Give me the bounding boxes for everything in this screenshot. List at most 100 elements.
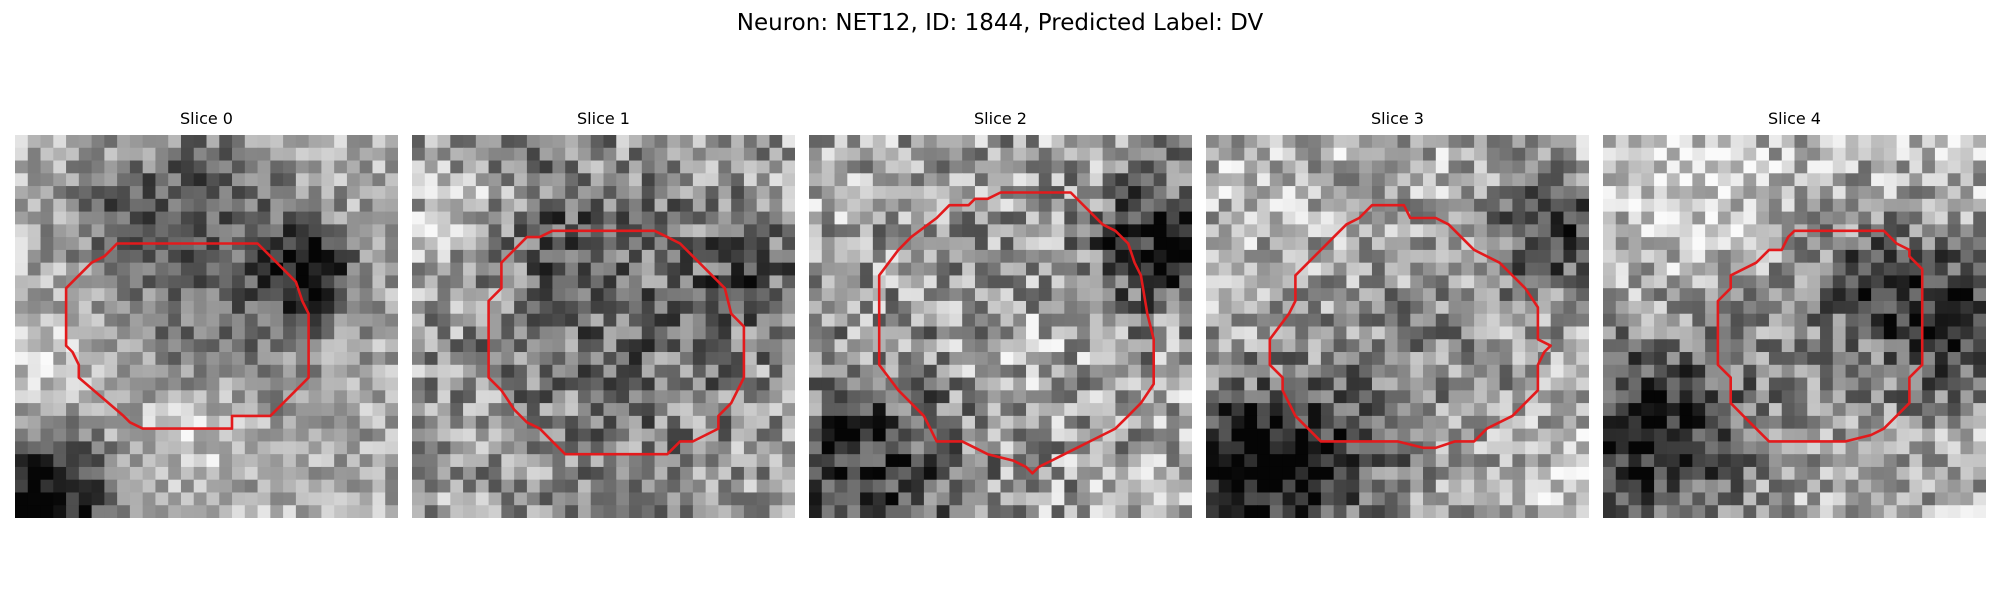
pixel: [1934, 160, 1949, 174]
pixel: [1883, 339, 1898, 353]
pixel: [769, 288, 783, 302]
pixel: [667, 198, 681, 213]
pixel: [1832, 173, 1847, 187]
pixel: [552, 160, 566, 174]
pixel: [769, 313, 783, 328]
pixel: [1947, 211, 1962, 225]
pixel: [603, 492, 617, 506]
pixel: [756, 262, 771, 277]
pixel: [1615, 211, 1630, 225]
pixel: [1922, 352, 1936, 366]
pixel: [346, 275, 361, 289]
pixel: [372, 415, 386, 430]
pixel: [565, 377, 579, 391]
pixel: [1641, 262, 1655, 277]
pixel: [1308, 415, 1322, 430]
pixel: [872, 237, 887, 251]
pixel: [923, 288, 938, 302]
pixel: [463, 186, 477, 200]
pixel: [962, 160, 976, 174]
pixel: [1282, 492, 1296, 506]
pixel: [1410, 160, 1424, 174]
pixel: [1435, 352, 1450, 366]
pixel: [923, 300, 938, 315]
pixel: [654, 313, 668, 328]
pixel: [949, 454, 963, 468]
pixel: [295, 454, 310, 468]
pixel: [1743, 313, 1757, 328]
pixel: [1038, 505, 1053, 518]
pixel: [1115, 147, 1129, 162]
pixel: [142, 339, 157, 353]
pixel: [1871, 377, 1885, 391]
pixel: [898, 479, 912, 494]
pixel: [1140, 147, 1155, 162]
pixel: [1179, 211, 1192, 225]
pixel: [1576, 466, 1589, 481]
pixel: [1359, 377, 1373, 391]
pixel: [244, 364, 259, 379]
pixel: [1179, 441, 1192, 455]
pixel: [1140, 249, 1155, 264]
pixel: [1410, 135, 1424, 149]
pixel: [1641, 364, 1655, 379]
pixel: [962, 352, 976, 366]
pixel: [53, 339, 67, 353]
pixel: [1871, 173, 1885, 187]
pixel: [1423, 160, 1437, 174]
pixel: [1705, 288, 1719, 302]
pixel: [40, 403, 54, 417]
pixel: [117, 224, 131, 238]
pixel: [1140, 479, 1155, 494]
pixel: [1781, 147, 1796, 162]
pixel: [1359, 300, 1373, 315]
pixel: [117, 262, 131, 277]
pixel: [1499, 339, 1513, 353]
pixel: [1115, 135, 1129, 149]
pixel: [1000, 262, 1014, 277]
pixel: [1179, 147, 1192, 162]
pixel: [244, 186, 259, 200]
pixel: [1218, 364, 1233, 379]
pixel: [1102, 262, 1116, 277]
pixel: [385, 249, 398, 264]
pixel: [1896, 147, 1910, 162]
pixel: [1320, 147, 1335, 162]
pixel: [129, 505, 144, 518]
pixel: [1231, 479, 1245, 494]
pixel: [1257, 300, 1271, 315]
pixel: [1768, 377, 1783, 391]
pixel: [257, 147, 271, 162]
pixel: [15, 339, 29, 353]
pixel: [1461, 364, 1475, 379]
pixel: [308, 364, 322, 379]
pixel: [244, 313, 259, 328]
pixel: [923, 173, 938, 187]
pixel: [91, 326, 105, 340]
pixel: [692, 415, 707, 430]
pixel: [769, 492, 783, 506]
pixel: [603, 377, 617, 391]
pixel: [1474, 262, 1488, 277]
pixel: [526, 160, 541, 174]
pixel: [1333, 441, 1348, 455]
pixel: [1269, 466, 1284, 481]
pixel: [295, 224, 310, 238]
pixel: [1077, 492, 1091, 506]
pixel: [629, 313, 643, 328]
pixel: [1781, 377, 1796, 391]
pixel: [667, 147, 681, 162]
pixel: [1166, 262, 1180, 277]
pixel: [1397, 479, 1411, 494]
pixel: [847, 249, 861, 264]
pixel: [1206, 339, 1220, 353]
pixel: [1257, 352, 1271, 366]
pixel: [1641, 198, 1655, 213]
pixel: [359, 415, 374, 430]
pixel: [142, 173, 157, 187]
pixel: [1576, 249, 1589, 264]
pixel: [847, 275, 861, 289]
pixel: [1089, 237, 1104, 251]
pixel: [270, 492, 284, 506]
pixel: [974, 173, 989, 187]
